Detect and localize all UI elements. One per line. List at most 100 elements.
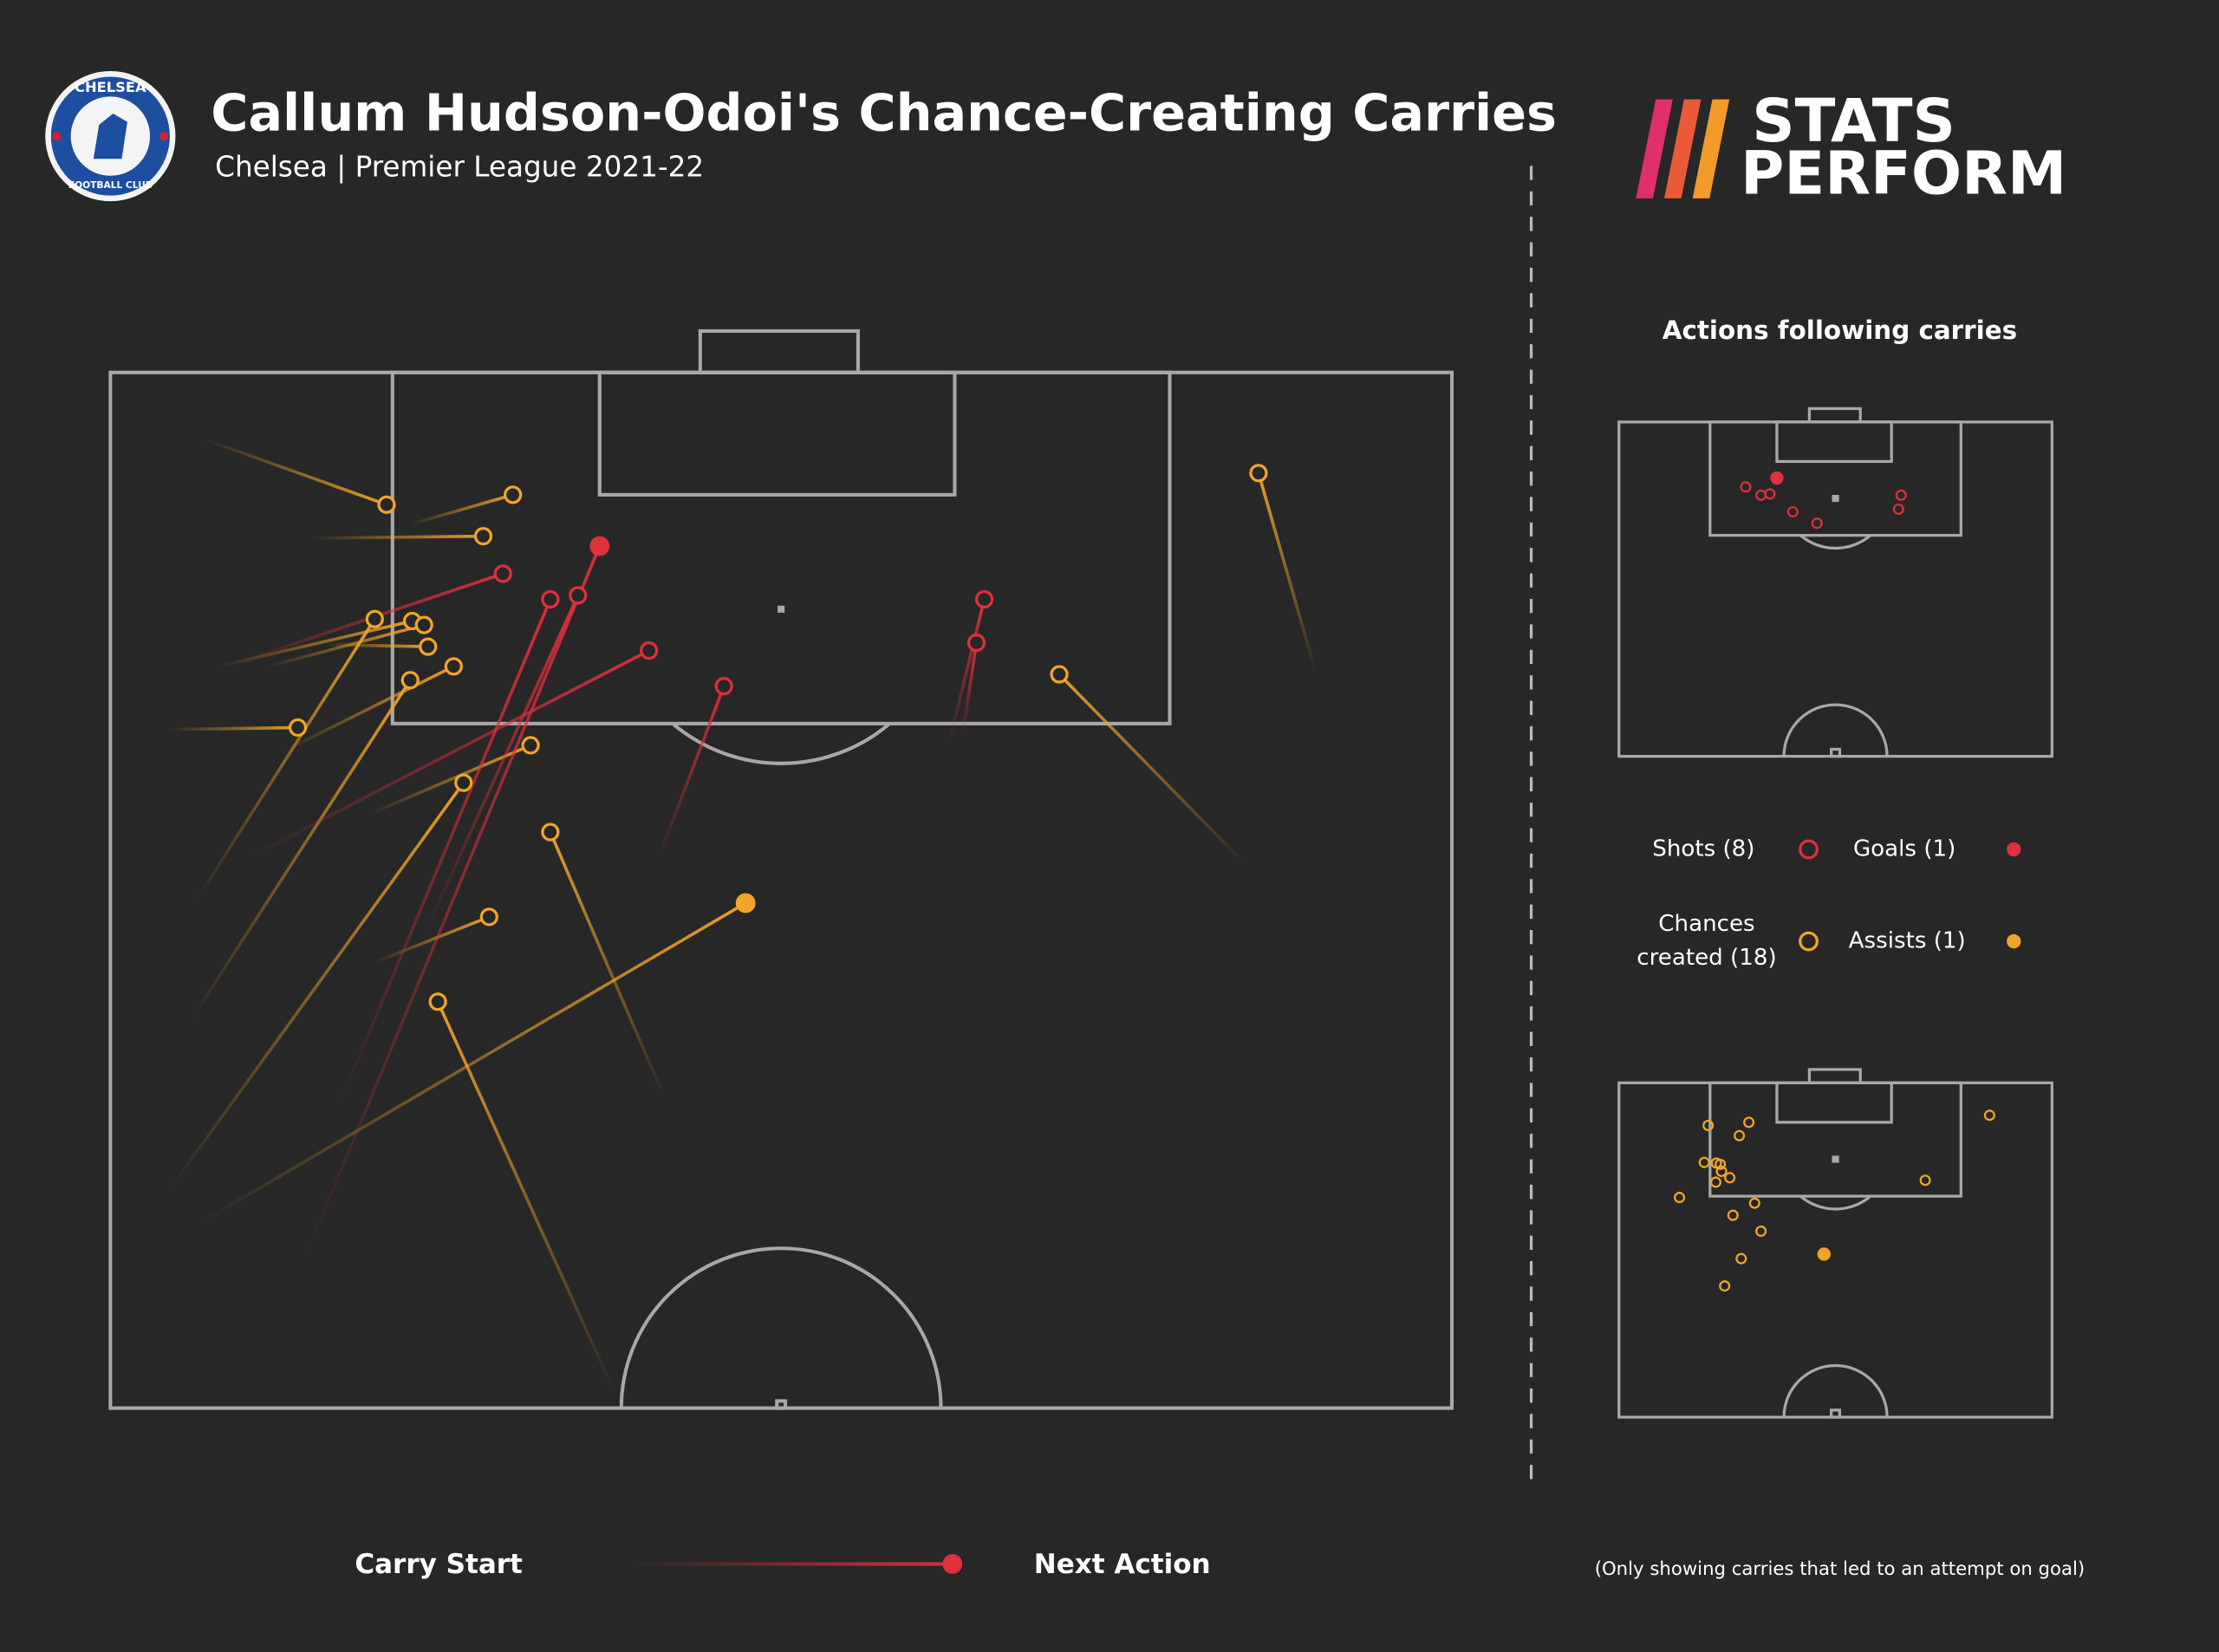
carry-line bbox=[325, 643, 428, 648]
legend-symbol bbox=[1799, 839, 1819, 860]
next-action bbox=[414, 615, 433, 634]
mini-action bbox=[1698, 1156, 1710, 1168]
next-action bbox=[974, 589, 994, 609]
next-action bbox=[714, 676, 733, 696]
next-action bbox=[377, 495, 396, 514]
key-label: Next Action bbox=[1034, 1549, 1211, 1580]
pitch-line bbox=[1782, 703, 1889, 757]
next-action bbox=[493, 564, 512, 583]
next-action bbox=[541, 823, 560, 842]
mini-action bbox=[1919, 1174, 1931, 1187]
key-label: Carry Start bbox=[355, 1549, 523, 1580]
brand-text: STATS bbox=[1752, 87, 1955, 156]
carry-line bbox=[302, 545, 602, 1261]
mini-action bbox=[1786, 505, 1799, 518]
legend-label: Goals (1) bbox=[1853, 836, 1955, 862]
mini-action bbox=[1715, 1165, 1728, 1177]
next-action bbox=[428, 992, 447, 1011]
carry-line bbox=[311, 534, 484, 540]
crest: CHELSEA FOOTBALL CLUB bbox=[45, 70, 176, 202]
legend-label: Assists (1) bbox=[1849, 928, 1966, 954]
goal-action bbox=[735, 893, 756, 914]
mini-action bbox=[1715, 1158, 1727, 1170]
next-action bbox=[640, 641, 659, 660]
penalty-spot bbox=[778, 605, 785, 613]
carry-line bbox=[549, 831, 667, 1099]
next-action bbox=[288, 718, 308, 738]
brand-text: PERFORM bbox=[1741, 139, 2066, 208]
next-action bbox=[504, 485, 523, 504]
carry-line bbox=[947, 599, 986, 745]
centre-spot bbox=[1830, 747, 1842, 758]
mini-action bbox=[1764, 488, 1776, 500]
carry-line bbox=[226, 572, 504, 668]
subtitle: Chelsea | Premier League 2021-22 bbox=[215, 151, 704, 184]
pitch-line bbox=[698, 328, 860, 374]
next-action bbox=[521, 736, 540, 755]
mini-action bbox=[1724, 1172, 1736, 1184]
next-action bbox=[419, 637, 438, 656]
pitch-line bbox=[619, 1246, 943, 1408]
key-dot bbox=[942, 1554, 963, 1574]
pitch-line bbox=[1799, 1194, 1872, 1211]
mini-action bbox=[1719, 1280, 1731, 1292]
mini-action bbox=[1734, 1129, 1746, 1141]
carry-line bbox=[337, 598, 552, 1105]
pitch-line bbox=[1807, 1068, 1862, 1084]
carry-line bbox=[169, 725, 298, 732]
mini-action bbox=[1709, 1176, 1721, 1188]
mini-action bbox=[1895, 489, 1907, 501]
mini-action bbox=[1740, 481, 1752, 493]
brand-logo: STATS PERFORM bbox=[1636, 87, 2066, 208]
crest-text: CHELSEA bbox=[75, 79, 146, 95]
legend-label: Chances bbox=[1658, 911, 1754, 937]
mini-action bbox=[1983, 1109, 1995, 1122]
carry-line bbox=[960, 642, 979, 736]
next-action bbox=[400, 671, 420, 690]
next-action bbox=[444, 657, 463, 676]
legend-symbol bbox=[2007, 933, 2021, 949]
legend-label: Shots (8) bbox=[1652, 836, 1754, 862]
mini-action bbox=[1674, 1192, 1686, 1204]
pitch-line bbox=[1799, 534, 1872, 550]
next-action bbox=[454, 773, 473, 792]
mini-action bbox=[1702, 1120, 1715, 1132]
pitch-line bbox=[1807, 406, 1862, 424]
carry-line bbox=[283, 665, 455, 753]
carry-line bbox=[247, 649, 650, 860]
next-action bbox=[473, 527, 493, 546]
carry-line bbox=[168, 782, 465, 1191]
carry-line bbox=[204, 438, 387, 506]
mini-action bbox=[1817, 1247, 1832, 1261]
next-action bbox=[365, 609, 384, 628]
mini-action bbox=[1770, 471, 1784, 485]
mini-action bbox=[1743, 1116, 1755, 1128]
mini-action bbox=[1727, 1209, 1739, 1221]
carry-line bbox=[1257, 472, 1318, 673]
logo-stripe bbox=[1664, 99, 1702, 198]
crest-rose bbox=[52, 132, 62, 140]
carry-line bbox=[190, 679, 412, 1021]
carry-line bbox=[196, 901, 747, 1226]
mini-action bbox=[1755, 1225, 1767, 1238]
goal-action bbox=[589, 536, 610, 556]
carry-line bbox=[422, 595, 580, 936]
next-action bbox=[966, 633, 986, 653]
next-action bbox=[479, 907, 498, 927]
logo-stripe bbox=[1692, 99, 1730, 198]
carry-line bbox=[1057, 673, 1246, 865]
legend-symbol bbox=[1799, 931, 1819, 952]
next-action bbox=[569, 586, 588, 605]
penalty-spot bbox=[1832, 494, 1839, 503]
title: Callum Hudson-Odoi's Chance-Creating Car… bbox=[211, 82, 1557, 142]
carry-line bbox=[657, 685, 726, 859]
mini-action bbox=[1748, 1197, 1760, 1209]
legend-symbol bbox=[2007, 842, 2021, 857]
carry-line bbox=[374, 915, 490, 964]
next-action bbox=[1050, 665, 1069, 684]
note: (Only showing carries that led to an att… bbox=[1595, 1558, 2085, 1580]
side-title: Actions following carries bbox=[1663, 315, 2017, 345]
crest-lion bbox=[93, 113, 127, 159]
